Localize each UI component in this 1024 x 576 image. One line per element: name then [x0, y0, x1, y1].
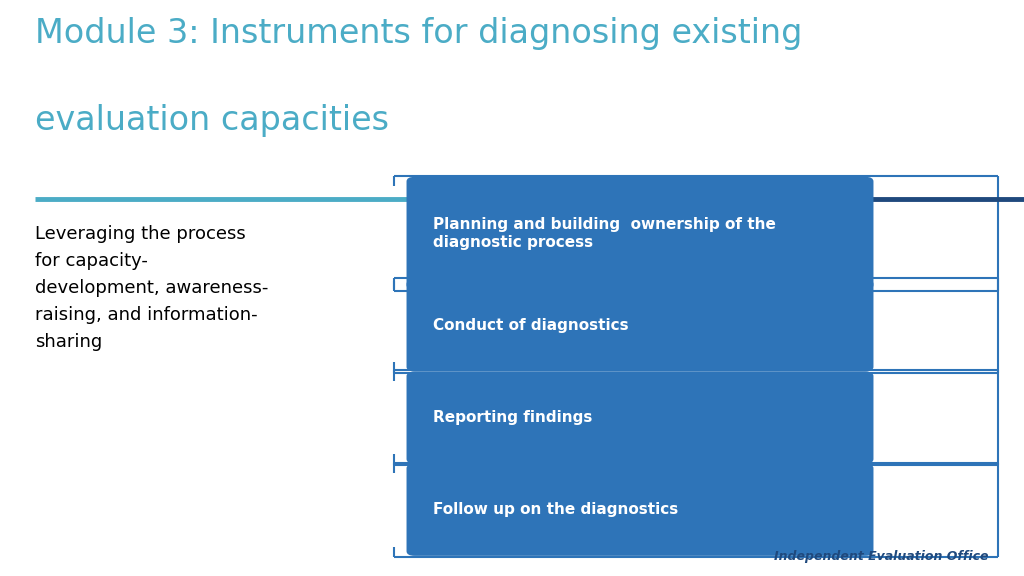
FancyBboxPatch shape	[407, 464, 873, 556]
Text: Conduct of diagnostics: Conduct of diagnostics	[433, 318, 629, 333]
Text: Planning and building  ownership of the
diagnostic process: Planning and building ownership of the d…	[433, 217, 776, 250]
FancyBboxPatch shape	[407, 372, 873, 464]
Text: evaluation capacities: evaluation capacities	[35, 104, 389, 137]
Text: Independent Evaluation Office: Independent Evaluation Office	[774, 550, 988, 563]
FancyBboxPatch shape	[407, 177, 873, 290]
Text: Module 3: Instruments for diagnosing existing: Module 3: Instruments for diagnosing exi…	[35, 17, 802, 50]
Text: Follow up on the diagnostics: Follow up on the diagnostics	[433, 502, 679, 517]
Text: Reporting findings: Reporting findings	[433, 410, 593, 425]
Text: Leveraging the process
for capacity-
development, awareness-
raising, and inform: Leveraging the process for capacity- dev…	[35, 225, 268, 351]
FancyBboxPatch shape	[407, 279, 873, 372]
